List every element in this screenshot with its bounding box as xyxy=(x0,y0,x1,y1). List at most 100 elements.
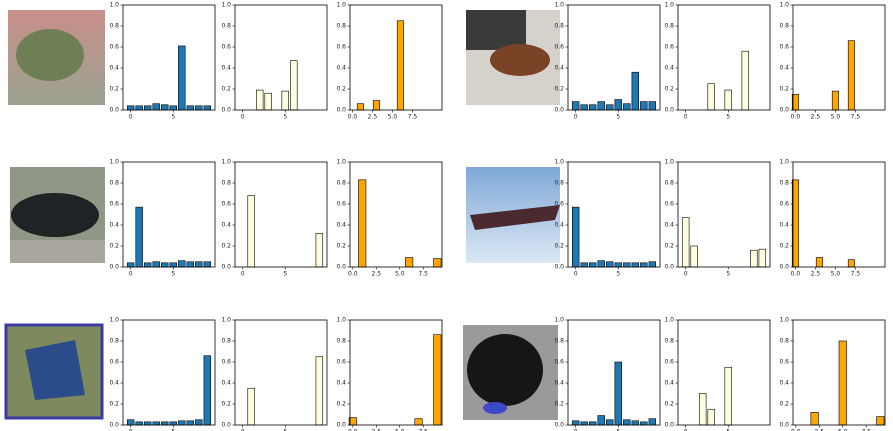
plot-frame xyxy=(235,5,327,110)
y-tick-label: 0.4 xyxy=(779,65,789,72)
x-tick-label: 2.5 xyxy=(372,271,382,278)
bar xyxy=(615,263,622,267)
image-dog xyxy=(463,325,558,420)
y-tick-label: 0.8 xyxy=(779,180,789,187)
bar xyxy=(290,61,297,110)
y-tick-label: 0.6 xyxy=(336,359,346,366)
bar xyxy=(598,261,605,267)
bar xyxy=(153,262,160,267)
y-tick-label: 0.2 xyxy=(221,86,231,93)
y-tick-label: 1.0 xyxy=(779,2,789,9)
y-tick-label: 0.4 xyxy=(221,380,231,387)
bar xyxy=(589,105,596,110)
x-tick-label: 5.0 xyxy=(388,114,398,121)
bar xyxy=(127,420,134,425)
y-tick-label: 0.4 xyxy=(336,380,346,387)
bar xyxy=(127,106,134,110)
y-tick-label: 0.4 xyxy=(554,222,564,229)
bar xyxy=(691,246,698,267)
y-tick-label: 0.8 xyxy=(664,338,674,345)
y-tick-label: 0.0 xyxy=(109,264,119,271)
plot-frame xyxy=(793,5,885,110)
bar xyxy=(187,421,194,425)
y-tick-label: 0.8 xyxy=(554,23,564,30)
y-tick-label: 0.2 xyxy=(554,86,564,93)
y-tick-label: 0.0 xyxy=(109,422,119,429)
x-tick-label: 0.0 xyxy=(791,114,801,121)
x-tick-label: 5.0 xyxy=(395,271,405,278)
bar xyxy=(839,341,847,425)
plot-frame xyxy=(350,5,442,110)
bar xyxy=(144,106,151,110)
y-tick-label: 0.4 xyxy=(664,380,674,387)
image-car xyxy=(10,167,105,263)
y-tick-label: 0.4 xyxy=(779,380,789,387)
bar xyxy=(204,356,211,425)
y-tick-label: 0.8 xyxy=(336,180,346,187)
y-tick-label: 0.8 xyxy=(221,23,231,30)
y-tick-label: 1.0 xyxy=(336,317,346,324)
y-tick-label: 1.0 xyxy=(554,2,564,9)
y-tick-label: 0.0 xyxy=(779,422,789,429)
y-tick-label: 0.0 xyxy=(554,422,564,429)
bar xyxy=(623,104,630,110)
bar xyxy=(195,106,202,110)
bar xyxy=(178,261,185,267)
bar xyxy=(357,104,363,110)
y-tick-label: 0.0 xyxy=(336,107,346,114)
y-tick-label: 0.6 xyxy=(779,44,789,51)
y-tick-label: 1.0 xyxy=(779,317,789,324)
x-tick-label: 2.5 xyxy=(811,114,821,121)
y-tick-label: 0.6 xyxy=(109,359,119,366)
bar xyxy=(178,46,185,110)
bar xyxy=(170,263,177,267)
bar xyxy=(170,106,177,110)
bar xyxy=(136,207,143,267)
y-tick-label: 0.8 xyxy=(664,23,674,30)
bar xyxy=(581,105,588,110)
bar xyxy=(877,417,885,425)
bar xyxy=(265,93,272,110)
y-tick-label: 0.4 xyxy=(109,380,119,387)
y-tick-label: 0.2 xyxy=(664,243,674,250)
y-tick-label: 0.2 xyxy=(779,243,789,250)
bar xyxy=(598,416,605,425)
x-tick-label: 5 xyxy=(171,271,175,278)
bar xyxy=(750,250,757,267)
x-tick-label: 2.5 xyxy=(811,271,821,278)
bar xyxy=(832,91,838,110)
y-tick-label: 1.0 xyxy=(109,2,119,9)
bar xyxy=(682,218,689,267)
y-tick-label: 1.0 xyxy=(554,159,564,166)
y-tick-label: 0.0 xyxy=(554,264,564,271)
y-tick-label: 0.0 xyxy=(336,422,346,429)
y-tick-label: 0.2 xyxy=(664,86,674,93)
y-tick-label: 0.8 xyxy=(664,180,674,187)
y-tick-label: 0.2 xyxy=(779,401,789,408)
bar xyxy=(204,262,211,267)
y-tick-label: 0.0 xyxy=(554,107,564,114)
bar xyxy=(581,263,588,267)
y-tick-label: 0.2 xyxy=(221,401,231,408)
y-tick-label: 0.6 xyxy=(109,44,119,51)
y-tick-label: 0.6 xyxy=(336,201,346,208)
bar xyxy=(282,91,289,110)
plot-frame xyxy=(793,162,885,267)
y-tick-label: 0.8 xyxy=(554,180,564,187)
x-tick-label: 5 xyxy=(283,271,287,278)
x-tick-label: 5 xyxy=(726,114,730,121)
x-tick-label: 5 xyxy=(171,114,175,121)
plot-frame xyxy=(568,162,660,267)
figure: 0.00.20.40.60.81.0050.00.20.40.60.81.005… xyxy=(0,0,893,431)
y-tick-label: 0.4 xyxy=(221,222,231,229)
y-tick-label: 1.0 xyxy=(221,317,231,324)
y-tick-label: 0.6 xyxy=(221,201,231,208)
bar xyxy=(415,419,423,425)
bar xyxy=(581,422,588,425)
bar xyxy=(144,263,151,267)
y-tick-label: 0.4 xyxy=(664,222,674,229)
y-tick-label: 0.6 xyxy=(664,359,674,366)
bar xyxy=(811,412,819,425)
bar xyxy=(623,420,630,425)
bar xyxy=(187,106,194,110)
